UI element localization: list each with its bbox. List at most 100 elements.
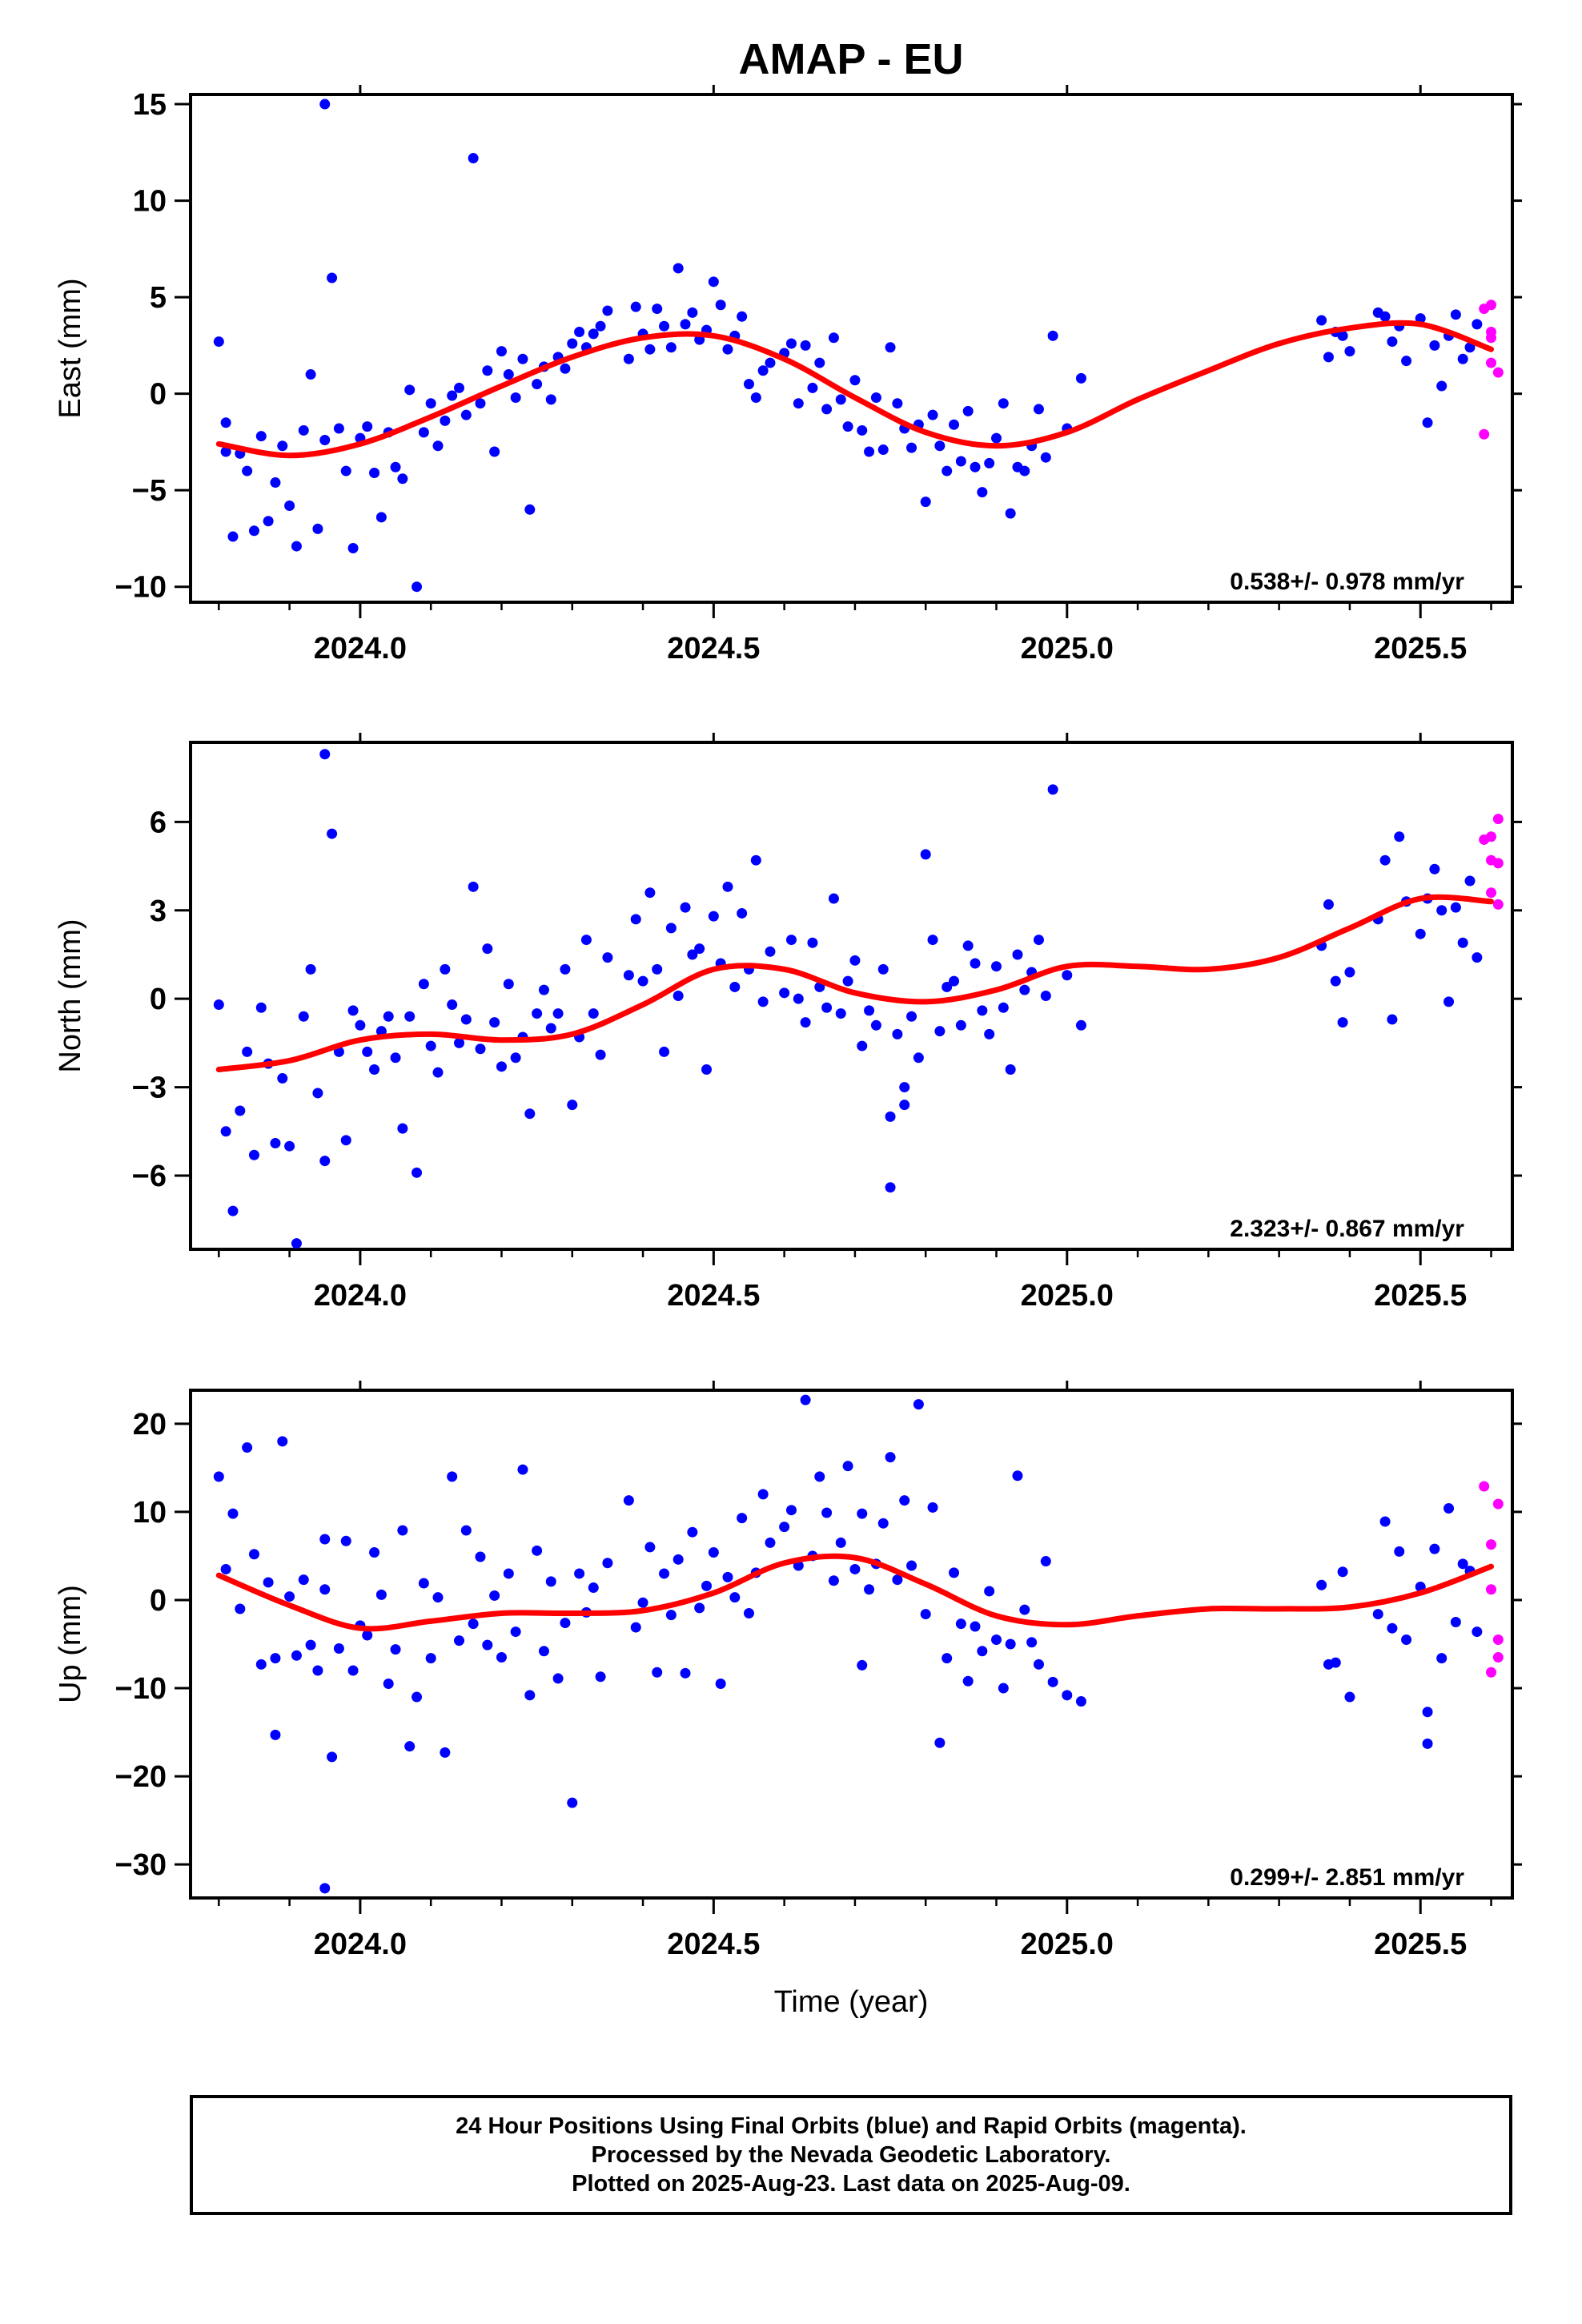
up-final-point	[574, 1568, 585, 1579]
north-final-point	[1429, 863, 1440, 875]
north-final-point	[312, 1088, 323, 1099]
north-final-point	[962, 940, 974, 951]
up-final-point	[496, 1652, 507, 1663]
up-fit-curve	[215, 1553, 1495, 1632]
north-final-point	[687, 949, 698, 960]
up-final-point	[701, 1580, 713, 1591]
up-final-point	[1062, 1690, 1073, 1701]
up-final-point	[482, 1639, 493, 1651]
east-final-point	[284, 500, 295, 511]
north-final-point	[362, 1046, 373, 1057]
east-final-point	[743, 379, 754, 390]
up-final-point	[877, 1518, 889, 1529]
up-final-point	[857, 1508, 868, 1519]
up-final-point	[545, 1576, 556, 1587]
east-final-point	[659, 320, 670, 332]
east-final-point	[220, 446, 231, 457]
up-x-tick-label: 2024.0	[314, 1928, 407, 1961]
east-final-point	[652, 304, 663, 315]
up-y-tick-label: 20	[133, 1408, 167, 1441]
east-final-point	[737, 311, 748, 322]
up-final-point	[255, 1659, 267, 1670]
east-final-point	[1323, 352, 1334, 363]
east-final-point	[977, 487, 988, 498]
up-final-point	[1443, 1502, 1455, 1514]
north-final-point	[1062, 970, 1073, 981]
up-y-tick-label: 0	[150, 1584, 167, 1618]
east-final-point	[532, 379, 543, 390]
up-final-point	[524, 1690, 536, 1701]
east-final-point	[828, 332, 839, 344]
north-final-point	[227, 1205, 239, 1216]
east-final-point	[934, 440, 946, 452]
north-y-tick-label: −6	[132, 1160, 167, 1193]
up-final-point	[949, 1567, 960, 1578]
up-final-point	[913, 1399, 924, 1410]
north-final-point	[870, 1019, 881, 1031]
east-final-point	[412, 581, 423, 593]
east-rapid-point	[1486, 332, 1497, 344]
north-final-point	[340, 1135, 351, 1146]
east-final-point	[1379, 311, 1391, 322]
east-final-point	[920, 497, 931, 508]
east-final-point	[1464, 342, 1476, 353]
north-final-point	[779, 987, 790, 999]
east-final-point	[687, 307, 698, 318]
north-final-point	[1033, 935, 1044, 946]
east-final-point	[870, 392, 881, 403]
east-x-tick-label: 2024.0	[314, 632, 407, 665]
east-final-point	[1047, 330, 1058, 341]
east-fit-curve	[215, 320, 1495, 459]
up-final-point	[517, 1464, 528, 1475]
north-final-point	[255, 1002, 267, 1013]
north-final-point	[934, 1026, 946, 1037]
up-final-point	[644, 1542, 656, 1553]
east-y-tick-label: −10	[115, 571, 167, 605]
east-final-point	[333, 423, 344, 434]
up-final-point	[1047, 1676, 1058, 1687]
east-final-point	[785, 338, 797, 349]
up-final-point	[906, 1560, 917, 1571]
north-final-point	[412, 1167, 423, 1178]
up-final-point	[284, 1591, 295, 1602]
north-final-point	[460, 1014, 472, 1025]
up-final-point	[369, 1547, 380, 1558]
up-final-point	[460, 1525, 472, 1536]
east-final-point	[404, 384, 416, 396]
east-final-point	[397, 473, 408, 485]
north-final-point	[1005, 1064, 1016, 1076]
east-final-point	[814, 357, 825, 368]
north-final-point	[1464, 875, 1476, 887]
east-final-point	[970, 461, 981, 472]
north-final-point	[383, 1011, 394, 1022]
east-final-point	[263, 516, 274, 527]
north-final-point	[404, 1011, 416, 1022]
east-final-point	[468, 153, 479, 164]
up-final-point	[1422, 1707, 1433, 1718]
east-final-point	[327, 272, 338, 283]
east-final-point	[574, 327, 585, 338]
up-final-point	[242, 1442, 253, 1454]
up-final-point	[673, 1554, 684, 1565]
up-final-point	[327, 1751, 338, 1763]
east-data-layer	[213, 99, 1504, 593]
east-final-point	[906, 442, 917, 453]
up-final-point	[1005, 1638, 1016, 1650]
east-final-point	[949, 419, 960, 430]
north-final-point	[623, 970, 634, 981]
north-final-point	[864, 1005, 875, 1016]
east-final-point	[1429, 340, 1440, 351]
up-final-point	[899, 1495, 910, 1506]
up-final-point	[934, 1737, 946, 1748]
up-final-point	[277, 1436, 288, 1447]
up-plot-frame	[189, 1389, 1514, 1900]
east-plot-frame	[189, 93, 1514, 604]
up-final-point	[927, 1502, 938, 1513]
north-y-tick-label: 3	[150, 895, 167, 928]
up-final-point	[1372, 1609, 1383, 1620]
x-axis-label: Time (year)	[774, 1985, 929, 2019]
east-y-tick-label: 0	[150, 378, 167, 412]
up-final-point	[962, 1675, 974, 1687]
up-data-layer	[213, 1394, 1504, 1894]
east-rapid-point	[1492, 367, 1504, 378]
